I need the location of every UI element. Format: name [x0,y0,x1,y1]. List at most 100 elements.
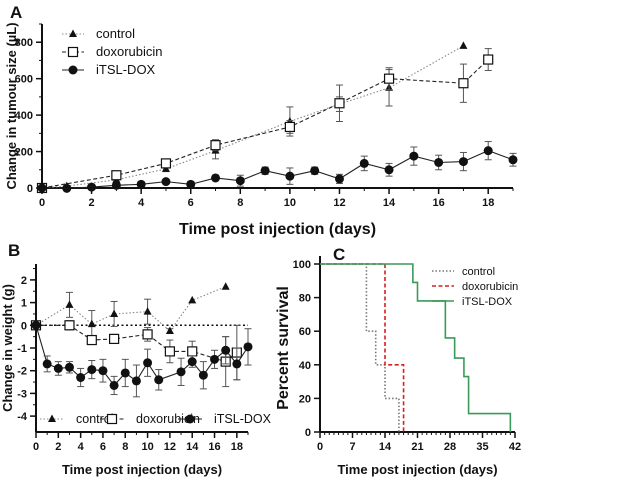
chart-panel-C: C 0 7 14 21 28 35 42 0 20 40 60 80 100 Time post injec… [275,245,521,477]
data-point [458,78,469,89]
data-point [188,295,197,304]
data-point [143,358,153,368]
data-point [483,146,493,156]
y-tick-label: -2 [17,366,27,378]
legend-item: iTSL-DOX [62,62,156,77]
data-point [359,158,369,168]
y-tick-label: 0 [21,320,27,332]
data-point [284,121,295,133]
data-point [310,166,320,176]
data-point [285,171,295,181]
data-point [458,157,468,167]
data-point [154,375,164,385]
series-iTSL-DOX [37,141,518,193]
x-tick-label: 12 [333,197,345,209]
x-tick-label: 2 [55,441,61,453]
legend-label: iTSL-DOX [462,296,513,308]
data-point [334,98,345,109]
data-point [508,155,518,165]
data-point [65,300,74,308]
data-point [459,41,468,49]
x-axis-label: Time post injection (days) [179,221,376,238]
legend-label: doxorubicin [136,412,200,426]
data-point [161,177,171,187]
data-point [31,320,41,330]
data-point [176,367,186,377]
data-point [120,368,130,378]
x-axis-label: Time post injection (days) [337,462,497,477]
data-point [109,333,120,345]
data-point [64,320,75,331]
data-point [260,166,270,176]
y-tick-label: 80 [299,293,311,305]
y-axis-label: Change in tumour size (µL) [4,22,19,189]
x-tick-label: 0 [33,441,39,453]
x-tick-label: 42 [509,441,521,453]
legend-label: iTSL-DOX [214,412,272,426]
data-point [187,346,198,357]
legend-marker [69,29,77,37]
data-point [409,151,419,161]
data-point [164,346,175,357]
series-control [320,263,400,432]
data-point [235,176,245,186]
legend-marker [68,65,78,75]
x-tick-label: 4 [138,197,145,209]
legend-label: doxorubicin [96,44,163,59]
y-tick-label: 0 [305,427,311,439]
data-point [87,365,97,375]
legend-item: doxorubicin [432,281,518,293]
data-point [211,173,221,183]
series-line [320,263,400,432]
legend-marker [106,413,118,425]
y-tick-label: 100 [293,259,311,271]
data-point [384,165,394,175]
legend-item: control [40,412,114,426]
data-point [143,307,152,315]
y-tick-label: -3 [17,388,27,400]
x-tick-label: 8 [122,441,128,453]
x-tick-label: 14 [383,197,396,209]
legend-item: control [62,26,135,41]
data-point [64,362,74,372]
series-doxorubicin [320,263,405,432]
x-tick-label: 16 [433,197,445,209]
y-tick-label: 800 [15,37,33,49]
legend-marker [67,46,79,58]
x-tick-label: 6 [188,197,194,209]
x-tick-label: 10 [284,197,296,209]
y-tick-label: 2 [21,275,27,287]
x-tick-label: 14 [186,441,199,453]
data-point [42,359,52,369]
y-tick-label: 40 [299,360,311,372]
x-tick-label: 0 [39,197,45,209]
data-point [110,309,119,317]
data-point [187,357,197,367]
x-tick-label: 6 [100,441,106,453]
legend-marker [48,414,56,422]
x-tick-label: 21 [411,441,423,453]
data-point [62,183,72,193]
data-point [53,363,63,373]
legend-item: doxorubicin [62,44,163,59]
data-point [76,373,86,383]
y-axis-label: Percent survival [275,286,292,410]
data-point [111,180,121,190]
series-iTSL-DOX [31,320,253,398]
x-tick-label: 18 [231,441,243,453]
x-tick-label: 18 [482,197,494,209]
legend-marker [185,414,195,424]
data-point [198,370,208,380]
x-tick-label: 16 [208,441,220,453]
x-tick-label: 28 [444,441,456,453]
data-point [142,329,153,340]
x-tick-label: 4 [78,441,85,453]
y-tick-label: 400 [15,110,33,122]
series-iTSL-DOX [320,263,512,432]
data-point [221,345,231,355]
y-tick-label: 200 [15,147,33,159]
chart-panel-A: A 0 2 4 6 8 10 12 14 16 18 0 200 400 600 800 Time post i… [4,3,518,238]
legend-label: doxorubicin [462,281,518,293]
